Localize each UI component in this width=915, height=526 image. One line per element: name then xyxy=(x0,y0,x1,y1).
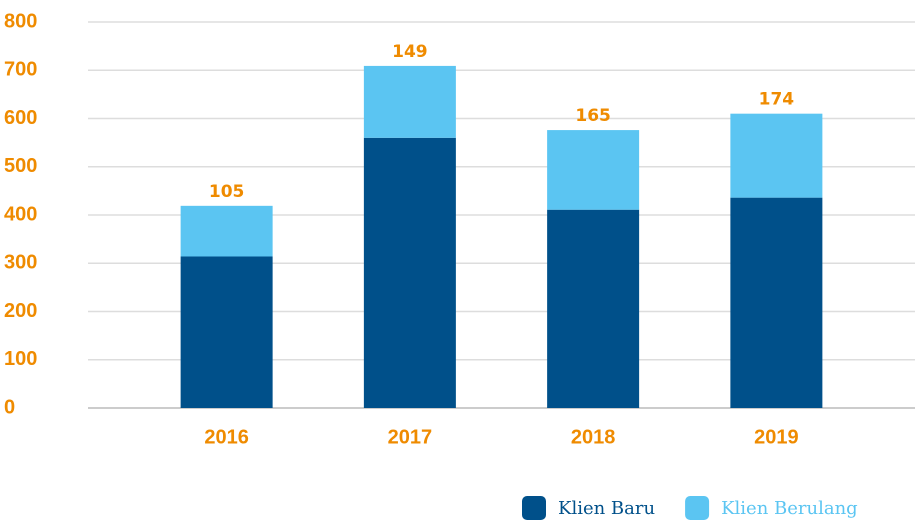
y-tick-label: 700 xyxy=(4,59,37,81)
bar-segment xyxy=(730,113,823,198)
x-tick-label: 2018 xyxy=(571,426,616,448)
y-tick-label: 300 xyxy=(4,252,37,274)
legend-swatch xyxy=(522,496,546,520)
bar-segment xyxy=(180,256,273,408)
y-tick-label: 800 xyxy=(4,10,37,32)
legend-label: Klien Baru xyxy=(558,498,655,519)
bar-segment xyxy=(363,65,456,138)
bar-segment xyxy=(547,130,640,210)
bar-segment xyxy=(730,197,823,408)
bar-segment xyxy=(547,209,640,408)
y-tick-label: 200 xyxy=(4,300,37,322)
x-tick-label: 2017 xyxy=(388,426,433,448)
y-tick-label: 400 xyxy=(4,203,37,225)
x-tick-label: 2016 xyxy=(204,426,249,448)
bar-segment xyxy=(363,137,456,409)
value-label: 149 xyxy=(392,42,428,62)
value-label: 174 xyxy=(759,90,795,110)
value-label: 105 xyxy=(209,182,245,202)
x-tick-label: 2019 xyxy=(754,426,799,448)
legend-swatch xyxy=(685,496,710,520)
y-tick-label: 0 xyxy=(4,396,15,418)
y-tick-label: 500 xyxy=(4,155,37,177)
bar-segment xyxy=(180,205,273,257)
value-label: 165 xyxy=(575,106,611,126)
y-tick-label: 600 xyxy=(4,107,37,129)
legend-label: Klien Berulang xyxy=(721,498,858,519)
y-tick-label: 100 xyxy=(4,348,37,370)
